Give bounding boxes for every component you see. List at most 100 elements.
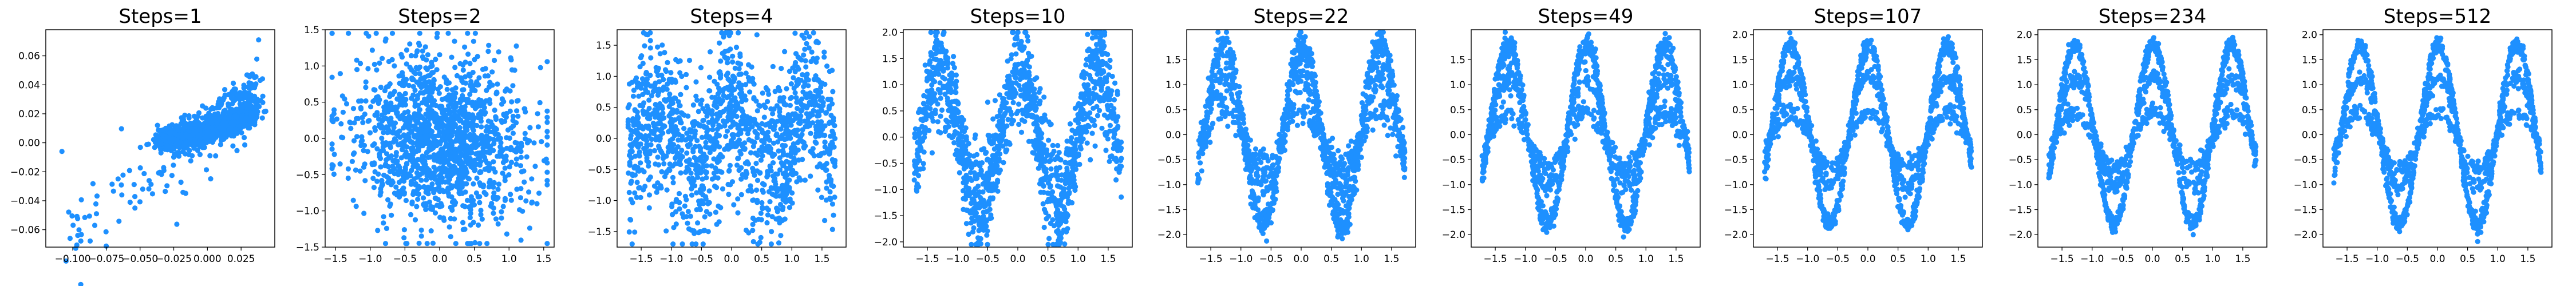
data-point xyxy=(443,150,449,156)
data-point xyxy=(673,209,679,214)
data-point xyxy=(428,175,434,181)
data-point xyxy=(666,96,671,102)
data-point xyxy=(758,210,764,216)
data-point xyxy=(510,117,516,124)
data-point xyxy=(515,98,521,104)
data-point xyxy=(425,191,431,197)
data-point xyxy=(446,168,452,173)
data-point xyxy=(357,168,363,174)
data-point xyxy=(461,143,467,149)
data-point xyxy=(164,126,169,132)
data-point xyxy=(764,121,770,127)
data-point xyxy=(679,73,685,80)
data-point xyxy=(626,189,632,196)
data-point xyxy=(783,170,788,176)
data-point xyxy=(672,126,678,132)
x-tick-label: −0.050 xyxy=(122,253,158,265)
data-point xyxy=(462,44,468,50)
data-point xyxy=(372,169,378,174)
data-point xyxy=(161,165,167,170)
data-point xyxy=(508,160,515,165)
data-point xyxy=(466,176,472,182)
data-point xyxy=(132,205,138,211)
data-point xyxy=(399,142,405,148)
data-point xyxy=(1087,100,1093,106)
data-point xyxy=(715,175,721,181)
data-point xyxy=(760,181,766,186)
data-point xyxy=(926,128,932,133)
data-point xyxy=(408,145,414,151)
data-point xyxy=(461,87,467,93)
data-point xyxy=(1088,157,1093,162)
data-point xyxy=(378,164,384,170)
data-point xyxy=(340,135,346,141)
data-point xyxy=(452,65,458,70)
data-point xyxy=(193,129,199,134)
data-point xyxy=(796,175,802,181)
data-point xyxy=(371,87,377,93)
data-point xyxy=(793,59,799,66)
data-point xyxy=(375,228,381,233)
data-point xyxy=(508,145,514,150)
data-point xyxy=(788,81,794,87)
data-point xyxy=(776,85,781,90)
x-tick-label: −0.025 xyxy=(156,253,192,265)
data-point xyxy=(417,30,422,36)
data-point xyxy=(440,167,445,173)
panel-title: Steps=2 xyxy=(398,5,481,28)
data-point xyxy=(392,89,397,94)
data-point xyxy=(675,116,681,121)
data-point xyxy=(694,163,700,169)
data-point xyxy=(792,111,798,117)
data-point xyxy=(644,142,650,148)
data-point xyxy=(256,37,262,43)
data-point xyxy=(478,158,484,164)
data-point xyxy=(200,115,206,121)
data-point xyxy=(627,162,633,168)
data-point xyxy=(491,166,496,172)
data-point xyxy=(418,166,424,172)
data-point xyxy=(730,119,736,125)
data-point xyxy=(514,186,520,192)
data-point xyxy=(728,92,734,97)
data-point xyxy=(361,210,367,216)
data-point xyxy=(659,169,665,174)
data-point xyxy=(222,116,228,121)
data-point xyxy=(415,196,421,202)
y-tick-label: 0.0 xyxy=(596,133,611,145)
data-point xyxy=(397,165,402,170)
data-point xyxy=(331,171,337,177)
data-point xyxy=(414,49,420,54)
data-point xyxy=(374,110,380,116)
data-point xyxy=(428,82,434,88)
data-point xyxy=(169,173,175,178)
data-point xyxy=(475,150,481,156)
data-point xyxy=(390,104,396,110)
data-point xyxy=(468,198,474,204)
x-tick-label: −1.5 xyxy=(324,253,347,265)
data-point xyxy=(363,79,369,85)
data-point xyxy=(230,143,236,149)
data-point xyxy=(784,86,789,92)
data-point xyxy=(770,173,776,179)
data-point xyxy=(473,137,479,142)
y-tick-label: 0.00 xyxy=(18,138,40,149)
data-point xyxy=(447,146,452,152)
data-point xyxy=(654,189,659,195)
y-tick-label: −0.5 xyxy=(296,169,319,181)
data-point xyxy=(464,119,469,125)
data-point xyxy=(787,69,792,74)
data-point xyxy=(472,100,478,106)
data-point xyxy=(819,95,825,101)
data-point xyxy=(387,203,393,209)
data-point xyxy=(628,180,634,186)
data-point xyxy=(638,55,643,61)
data-point xyxy=(670,241,676,247)
data-point xyxy=(447,109,453,114)
data-point xyxy=(465,241,471,247)
data-point xyxy=(788,96,793,101)
data-point xyxy=(639,167,645,173)
x-tick-label: 1.0 xyxy=(784,253,800,265)
data-point xyxy=(392,157,398,163)
data-point xyxy=(418,227,424,233)
